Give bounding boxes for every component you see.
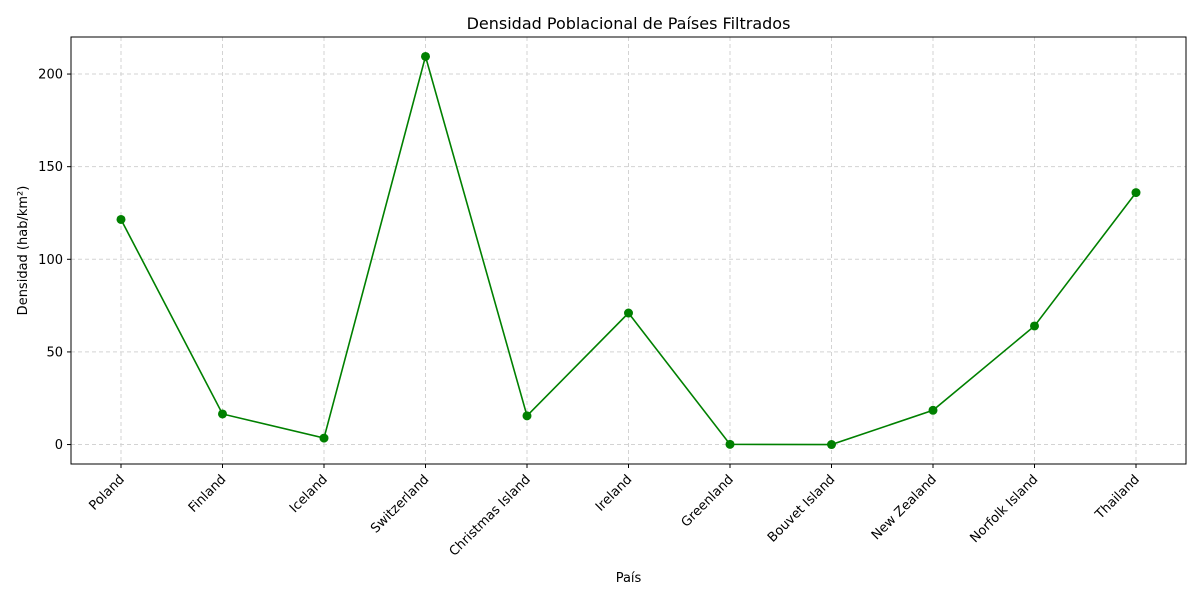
grid xyxy=(71,37,1186,464)
y-axis-label: Densidad (hab/km²) xyxy=(16,186,31,316)
chart-title: Densidad Poblacional de Países Filtrados xyxy=(467,14,791,33)
data-point xyxy=(827,440,836,450)
x-tick-label: Switzerland xyxy=(368,472,432,536)
x-tick-label: Greenland xyxy=(679,472,737,530)
x-tick-label: Finland xyxy=(186,472,229,515)
data-point xyxy=(1131,188,1141,198)
data-point xyxy=(218,409,227,419)
x-tick-label: Iceland xyxy=(287,472,331,516)
y-tick-label: 50 xyxy=(46,345,63,360)
data-point xyxy=(624,308,633,318)
x-tick-label: New Zealand xyxy=(869,472,940,543)
y-tick-label: 100 xyxy=(38,253,63,268)
y-axis: 0 50 100 150 200 xyxy=(38,68,71,453)
x-tick-label: Bouvet Island xyxy=(765,472,838,545)
data-point xyxy=(1030,321,1039,331)
data-point xyxy=(522,411,532,421)
x-tick-label: Thailand xyxy=(1092,472,1143,523)
data-point xyxy=(421,51,430,61)
x-tick-label: Norfolk Island xyxy=(967,472,1041,546)
data-point xyxy=(319,433,329,443)
x-axis-label: País xyxy=(616,571,642,586)
x-axis: Poland Finland Iceland Switzerland Christmas… xyxy=(87,464,1143,559)
x-tick-label: Christmas Island xyxy=(447,472,534,559)
data-point xyxy=(116,214,126,224)
y-tick-label: 0 xyxy=(55,438,63,453)
x-tick-label: Ireland xyxy=(593,472,635,514)
y-tick-label: 150 xyxy=(38,160,63,175)
series-layer xyxy=(116,51,1141,450)
data-point xyxy=(928,405,938,415)
y-tick-label: 200 xyxy=(38,68,63,83)
data-point xyxy=(725,439,735,449)
x-tick-label: Poland xyxy=(87,472,128,513)
